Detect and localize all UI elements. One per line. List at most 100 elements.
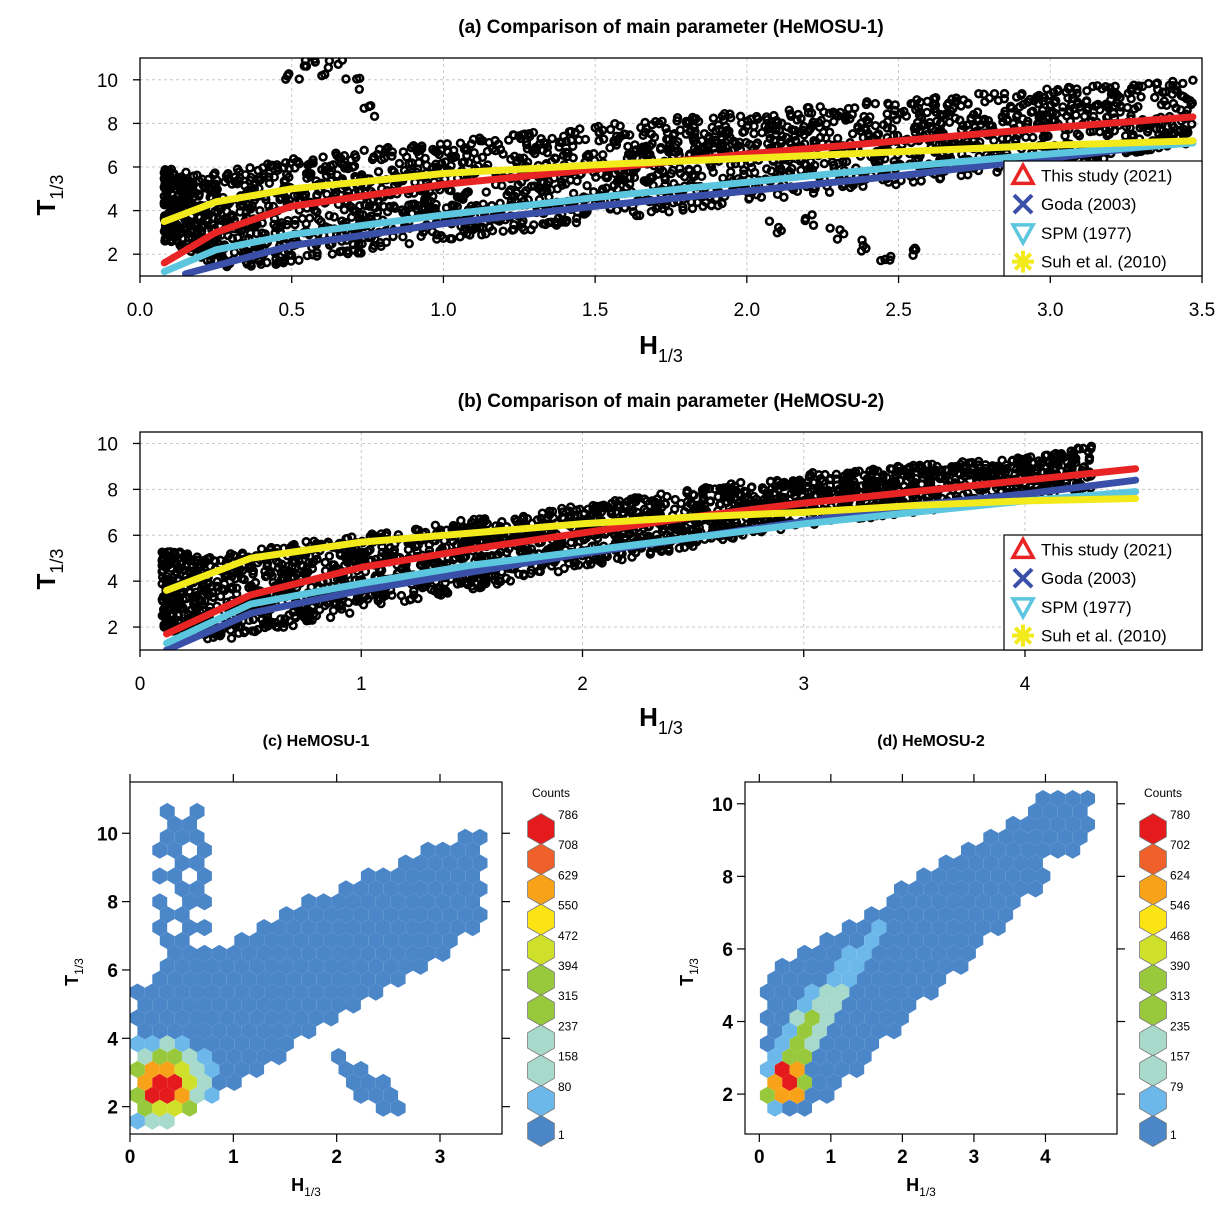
- observed-point: [989, 88, 1000, 99]
- hexbin-cell: [219, 1060, 235, 1079]
- observed-point: [1022, 97, 1033, 107]
- observed-point: [889, 110, 899, 120]
- observed-point: [330, 188, 341, 198]
- hexbin-cell: [435, 919, 451, 937]
- observed-point: [911, 105, 921, 115]
- observed-point: [722, 497, 732, 508]
- y-tick-label: 6: [107, 526, 118, 547]
- hexbin-cell: [390, 944, 406, 962]
- observed-point: [185, 587, 195, 598]
- hexbin-cell: [249, 1035, 265, 1053]
- observed-point: [396, 590, 407, 601]
- observed-point: [178, 602, 188, 613]
- observed-point: [1011, 134, 1021, 144]
- observed-point: [713, 200, 723, 211]
- y-axis-label-main: T: [31, 573, 61, 589]
- observed-outlier: [807, 210, 817, 220]
- x-tick-label: 2: [577, 674, 588, 695]
- x-tick-label: 4: [1020, 674, 1031, 695]
- observed-outlier: [839, 229, 849, 239]
- observed-point: [1084, 452, 1095, 463]
- hexbin-cell: [241, 1022, 257, 1040]
- observed-point: [245, 163, 255, 173]
- hexbin-cell: [346, 919, 361, 937]
- hexbin-cell: [144, 983, 160, 1001]
- observed-point: [227, 233, 238, 244]
- observed-point: [819, 158, 830, 169]
- hexbin-cell: [442, 906, 458, 924]
- hexbin-cell: [271, 970, 287, 988]
- hexbin-cell: [383, 957, 399, 975]
- hexbin-cell: [323, 1009, 339, 1027]
- legend-symbol-cross: [1012, 567, 1034, 589]
- observed-point: [1068, 449, 1078, 459]
- observed-point: [404, 238, 414, 249]
- observed-point: [803, 126, 813, 137]
- observed-point: [575, 124, 585, 134]
- hexbin-cell: [323, 931, 339, 950]
- observed-point: [659, 524, 669, 534]
- observed-point: [210, 168, 220, 178]
- hexbin-cell: [413, 931, 428, 950]
- observed-point: [360, 200, 370, 210]
- hexbin-cell: [241, 1048, 257, 1066]
- observed-point: [922, 96, 933, 107]
- hexbin-cell: [316, 919, 332, 937]
- observed-point: [219, 585, 230, 596]
- observed-point: [741, 137, 751, 148]
- observed-point: [636, 122, 646, 133]
- observed-point: [726, 167, 736, 177]
- observed-point: [337, 216, 347, 226]
- observed-point: [231, 178, 241, 188]
- y-axis-label-main: T: [31, 199, 61, 215]
- observed-point: [1185, 96, 1195, 106]
- hexbin-cell: [293, 906, 309, 924]
- observed-point: [565, 502, 576, 512]
- observed-point: [601, 171, 611, 181]
- observed-point: [495, 576, 506, 587]
- hexbin-cell: [442, 931, 458, 950]
- legend-label: Suh et al. (2010): [1041, 253, 1167, 272]
- hexbin-cell: [204, 1035, 220, 1053]
- y-tick-label: 8: [107, 480, 118, 501]
- hexbin-cell: [234, 1060, 250, 1079]
- observed-point: [769, 110, 779, 121]
- observed-outlier: [908, 250, 918, 261]
- observed-point: [271, 254, 281, 264]
- observed-point: [377, 547, 387, 558]
- observed-point: [629, 494, 640, 504]
- observed-point: [713, 492, 723, 502]
- observed-point: [509, 130, 519, 140]
- observed-point: [617, 555, 627, 565]
- observed-point: [428, 144, 438, 155]
- observed-point: [664, 134, 674, 145]
- hexbin-cell: [167, 970, 183, 988]
- observed-point: [950, 113, 960, 123]
- observed-point: [887, 124, 897, 134]
- observed-point: [271, 617, 281, 628]
- observed-point: [324, 551, 335, 561]
- observed-point: [299, 192, 309, 202]
- observed-point: [870, 121, 881, 131]
- observed-point: [725, 109, 735, 119]
- observed-point: [207, 185, 217, 196]
- observed-point: [178, 174, 188, 185]
- legend-symbol-down-triangle: [1010, 597, 1036, 621]
- observed-point: [529, 220, 539, 230]
- observed-point: [492, 533, 503, 543]
- observed-point: [974, 89, 984, 99]
- hexbin-cell: [152, 1073, 168, 1091]
- hexbin-cell: [197, 996, 212, 1014]
- observed-point: [781, 132, 792, 143]
- chart-title: (a) Comparison of main parameter (HeMOSU…: [458, 17, 883, 38]
- panel-c: (c) HeMOSU-10 1 2 3246810H1/3T1/3Counts7867…: [62, 733, 578, 1199]
- hexbin-cell: [189, 1086, 205, 1104]
- observed-point: [168, 181, 178, 192]
- hexbin-cell: [279, 1009, 294, 1027]
- observed-point: [381, 237, 392, 248]
- observed-point: [373, 166, 384, 177]
- observed-point: [263, 159, 273, 169]
- x-tick-label: 1.5: [582, 300, 608, 321]
- observed-point: [195, 596, 205, 606]
- hexbin-cell: [226, 970, 242, 988]
